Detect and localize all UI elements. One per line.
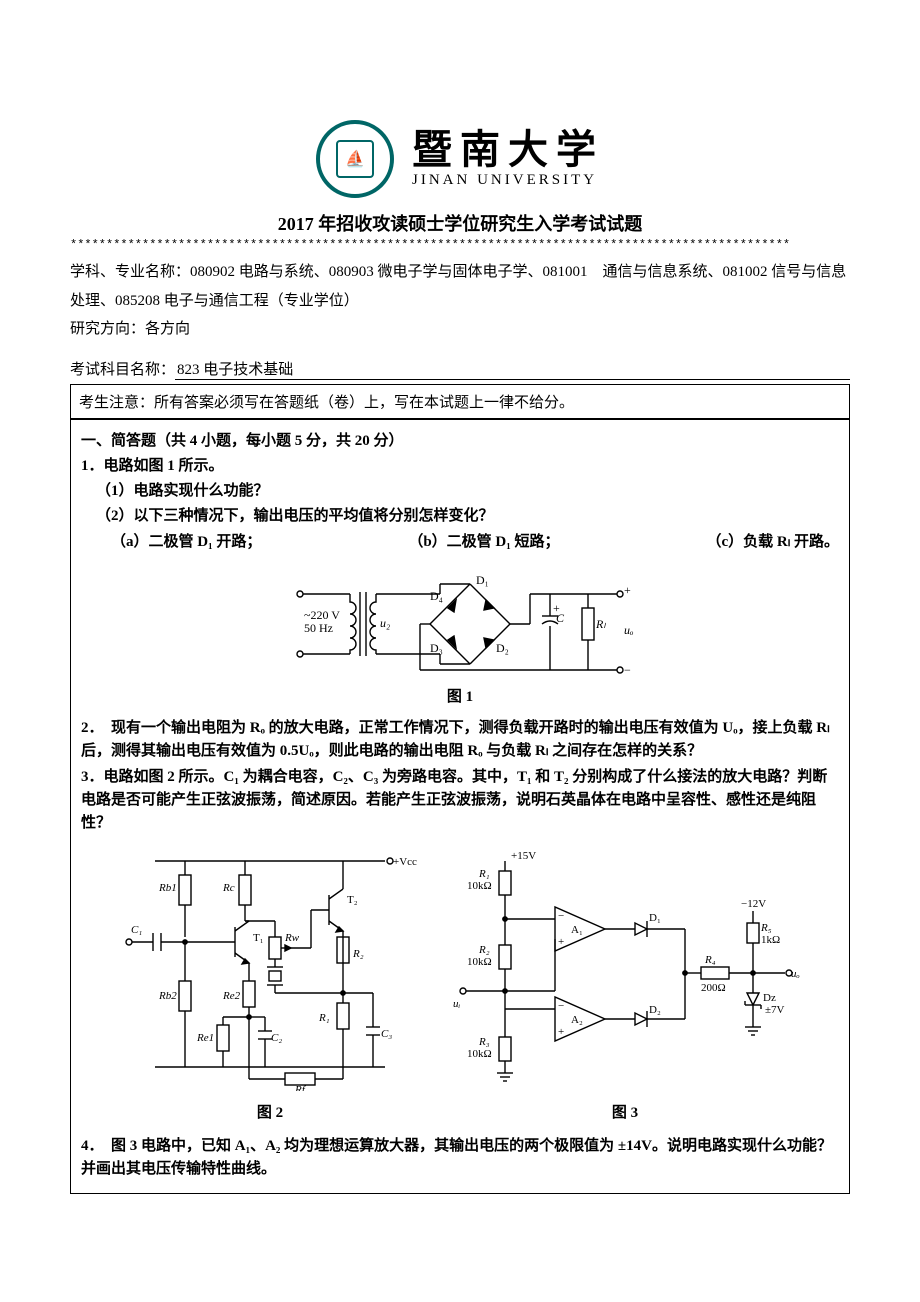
meta-block: 学科、专业名称：080902 电路与系统、080903 微电子学与固体电子学、0… <box>70 258 850 344</box>
university-seal: ⛵ <box>316 120 394 198</box>
notice-text: 考生注意：所有答案必须写在答题纸（卷）上，写在本试题上一律不给分。 <box>79 395 574 411</box>
programs-label: 学科、专业名称： <box>70 264 190 280</box>
fig3-r2v: 10kΩ <box>467 956 492 968</box>
svg-text:−: − <box>558 910 564 922</box>
direction-label: 研究方向： <box>70 321 145 337</box>
fig1-achz: 50 Hz <box>304 621 333 635</box>
fig3-a2: A₂ <box>571 1014 583 1026</box>
svg-text:+: + <box>558 936 564 948</box>
figure-2-svg: +Vcc Rb1 Rc C₁ T₁ T₂ Rw Rb2 Re2 Re1 C₂ R… <box>115 841 425 1091</box>
fig3-ui: uᵢ <box>453 998 461 1010</box>
q1-options-row: （a）二极管 D₁ 开路； （b）二极管 D₁ 短路； （c）负载 Rₗ 开路。 <box>81 531 839 554</box>
fig2-c2: C₂ <box>271 1032 282 1044</box>
q4-text: 4． 图 3 电路中，已知 A₁、A₂ 均为理想运算放大器，其输出电压的两个极限… <box>81 1138 832 1177</box>
figure-3: +15V R₁ 10kΩ R₂ 10kΩ uᵢ R₃ 10kΩ A₁ − + A… <box>445 841 805 1133</box>
figure-1-svg: ~220 V 50 Hz u₂ D₁ D₂ D₃ D₄ C + Rₗ uₒ + … <box>280 564 640 684</box>
fig2-c1: C₁ <box>131 924 142 936</box>
fig3-r2: R₂ <box>478 944 490 956</box>
university-name-en: JINAN UNIVERSITY <box>412 172 604 189</box>
fig2-re2: Re2 <box>222 990 241 1002</box>
q2-text: 2． 现有一个输出电阻为 Rₒ 的放大电路，正常工作情况下，测得负载开路时的输出… <box>81 720 830 759</box>
fig3-dz: Dz <box>763 992 776 1004</box>
fig2-c3: C₃ <box>381 1028 392 1040</box>
fig3-r5: R₅ <box>760 922 772 934</box>
fig1-uo: uₒ <box>624 623 634 637</box>
page: ⛵ 暨南大学 JINAN UNIVERSITY 2017 年招收攻读硕士学位研究… <box>0 0 920 1302</box>
fig1-u2: u₂ <box>380 616 390 630</box>
fig1-plus: + <box>624 583 631 597</box>
fig2-t1: T₁ <box>253 932 264 944</box>
subject-row: 考试科目名称： 823 电子技术基础 <box>70 358 850 380</box>
q3-text: 3．电路如图 2 所示。C₁ 为耦合电容，C₂、C₃ 为旁路电容。其中，T₁ 和… <box>81 769 827 832</box>
fig2-rb1: Rb1 <box>158 882 177 894</box>
fig3-d1: D₁ <box>649 912 661 924</box>
fig3-r4: R₄ <box>704 954 716 966</box>
fig3-r1: R₁ <box>478 868 490 880</box>
figure-1-caption: 图 1 <box>81 686 839 709</box>
subject-label: 考试科目名称： <box>70 358 175 380</box>
figure-2: +Vcc Rb1 Rc C₁ T₁ T₂ Rw Rb2 Re2 Re1 C₂ R… <box>115 841 425 1133</box>
fig3-r5v: 1kΩ <box>761 934 780 946</box>
fig1-acv: ~220 V <box>304 608 340 622</box>
fig1-rl: Rₗ <box>595 617 606 631</box>
q1-stem: 1．电路如图 1 所示。 <box>81 458 224 474</box>
fig1-d3: D₃ <box>430 641 443 655</box>
fig2-rb2: Rb2 <box>158 990 177 1002</box>
fig1-d1: D₁ <box>476 573 489 587</box>
q1-sub2: （2）以下三种情况下，输出电压的平均值将分别怎样变化？ <box>96 508 494 524</box>
header-logo-row: ⛵ 暨南大学 JINAN UNIVERSITY <box>70 120 850 198</box>
fig3-uo: uₒ <box>791 968 800 980</box>
fig1-d2: D₂ <box>496 641 509 655</box>
fig2-re1: Re1 <box>196 1032 214 1044</box>
divider-stars: ****************************************… <box>70 238 850 252</box>
university-name-block: 暨南大学 JINAN UNIVERSITY <box>412 130 604 189</box>
fig3-r4v: 200Ω <box>701 982 726 994</box>
fig3-r1v: 10kΩ <box>467 880 492 892</box>
svg-text:+: + <box>558 1026 564 1038</box>
q1-opt-c: （c）负载 Rₗ 开路。 <box>707 531 839 554</box>
q1-opt-b: （b）二极管 D₁ 短路； <box>408 531 559 554</box>
figures-row: +Vcc Rb1 Rc C₁ T₁ T₂ Rw Rb2 Re2 Re1 C₂ R… <box>81 841 839 1133</box>
figure-1: ~220 V 50 Hz u₂ D₁ D₂ D₃ D₄ C + Rₗ uₒ + … <box>81 564 839 684</box>
fig2-r2: R₂ <box>352 948 364 960</box>
q1-opt-a: （a）二极管 D₁ 开路； <box>111 531 261 554</box>
fig3-vz: ±7V <box>765 1004 785 1016</box>
fig2-rc: Rc <box>222 882 235 894</box>
fig2-vcc: +Vcc <box>393 856 417 868</box>
fig1-minus: − <box>624 663 631 677</box>
fig1-cplus: + <box>553 601 560 615</box>
figure-3-caption: 图 3 <box>445 1102 805 1125</box>
fig2-t2: T₂ <box>347 894 358 906</box>
fig3-r3: R₃ <box>478 1036 490 1048</box>
section1-heading: 一、简答题（共 4 小题，每小题 5 分，共 20 分） <box>81 433 404 449</box>
figure-2-caption: 图 2 <box>115 1102 425 1125</box>
fig2-rw: Rw <box>284 932 300 944</box>
university-name-cn: 暨南大学 <box>412 130 604 170</box>
figure-3-svg: +15V R₁ 10kΩ R₂ 10kΩ uᵢ R₃ 10kΩ A₁ − + A… <box>445 841 805 1091</box>
direction-value: 各方向 <box>145 321 190 337</box>
exam-title: 2017 年招收攻读硕士学位研究生入学考试试题 <box>70 210 850 236</box>
fig2-r1: R₁ <box>318 1012 330 1024</box>
fig1-d4: D₄ <box>430 589 443 603</box>
seal-inner: ⛵ <box>336 140 374 178</box>
notice-box: 考生注意：所有答案必须写在答题纸（卷）上，写在本试题上一律不给分。 <box>70 384 850 419</box>
fig3-vp: +15V <box>511 850 536 862</box>
fig3-a1: A₁ <box>571 924 583 936</box>
fig3-d2: D₂ <box>649 1004 661 1016</box>
fig3-r3v: 10kΩ <box>467 1048 492 1060</box>
svg-text:−: − <box>558 1000 564 1012</box>
q1-sub1: （1）电路实现什么功能？ <box>96 483 269 499</box>
content-box: 一、简答题（共 4 小题，每小题 5 分，共 20 分） 1．电路如图 1 所示… <box>70 419 850 1195</box>
fig3-vn: −12V <box>741 898 766 910</box>
subject-value: 823 电子技术基础 <box>175 358 850 380</box>
